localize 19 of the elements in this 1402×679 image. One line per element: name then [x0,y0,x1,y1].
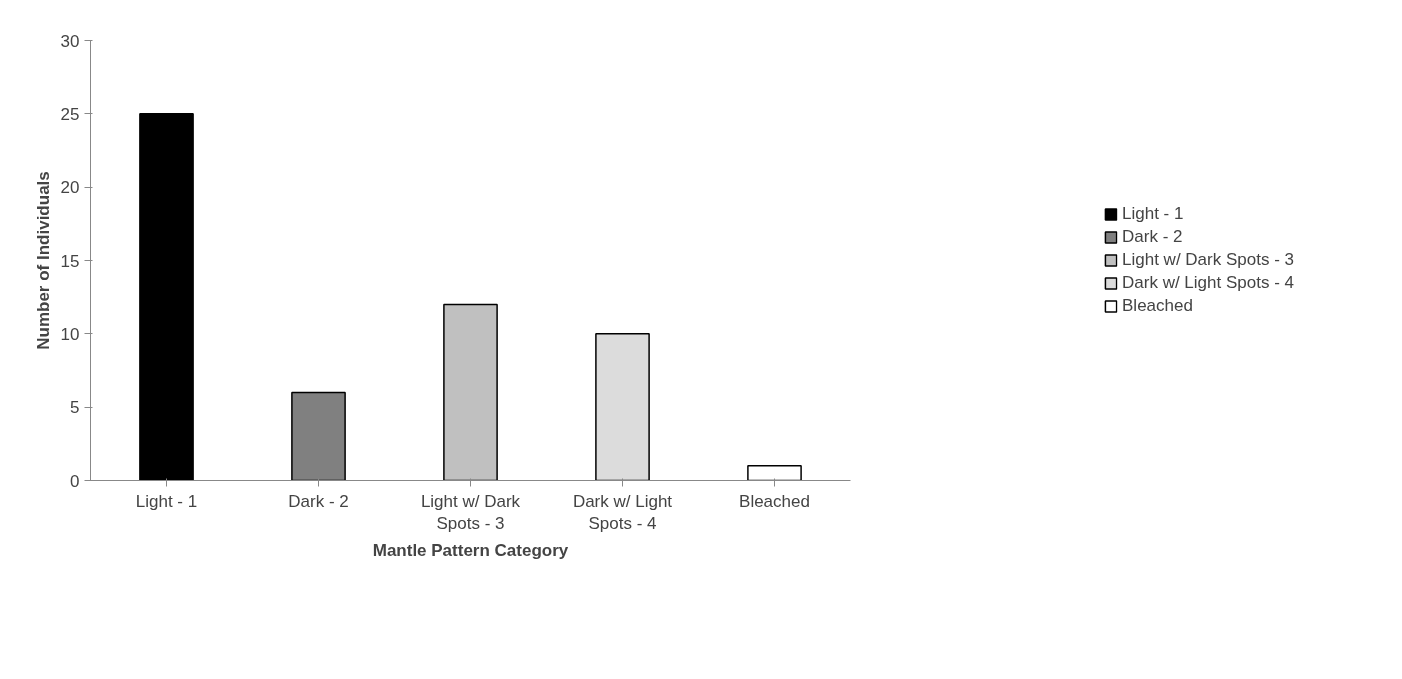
y-tick-label: 10 [60,324,80,344]
y-axis-title: Number of Individuals [33,171,53,350]
x-tick-label: Dark w/ Light Spots - 4 [572,491,673,534]
y-tick-label: 20 [60,178,80,198]
y-tick-label: 25 [60,104,80,124]
legend-label: Light - 1 [1122,204,1184,224]
x-tick-label: Light - 1 [135,491,198,511]
legend-label: Dark w/ Light Spots - 4 [1122,273,1294,293]
legend-label: Dark - 2 [1122,227,1183,247]
y-tick-label: 15 [60,251,80,271]
x-axis-title: Mantle Pattern Category [372,541,569,561]
x-tick-label: Light w/ Dark Spots - 3 [420,491,521,534]
y-tick-label: 0 [70,471,80,491]
y-tick-label: 30 [60,31,80,51]
y-tick-label: 5 [70,398,80,418]
legend-label: Light w/ Dark Spots - 3 [1122,250,1294,270]
legend-label: Bleached [1122,296,1193,316]
x-tick-label: Bleached [739,491,810,511]
x-tick-label: Dark - 2 [288,491,349,511]
